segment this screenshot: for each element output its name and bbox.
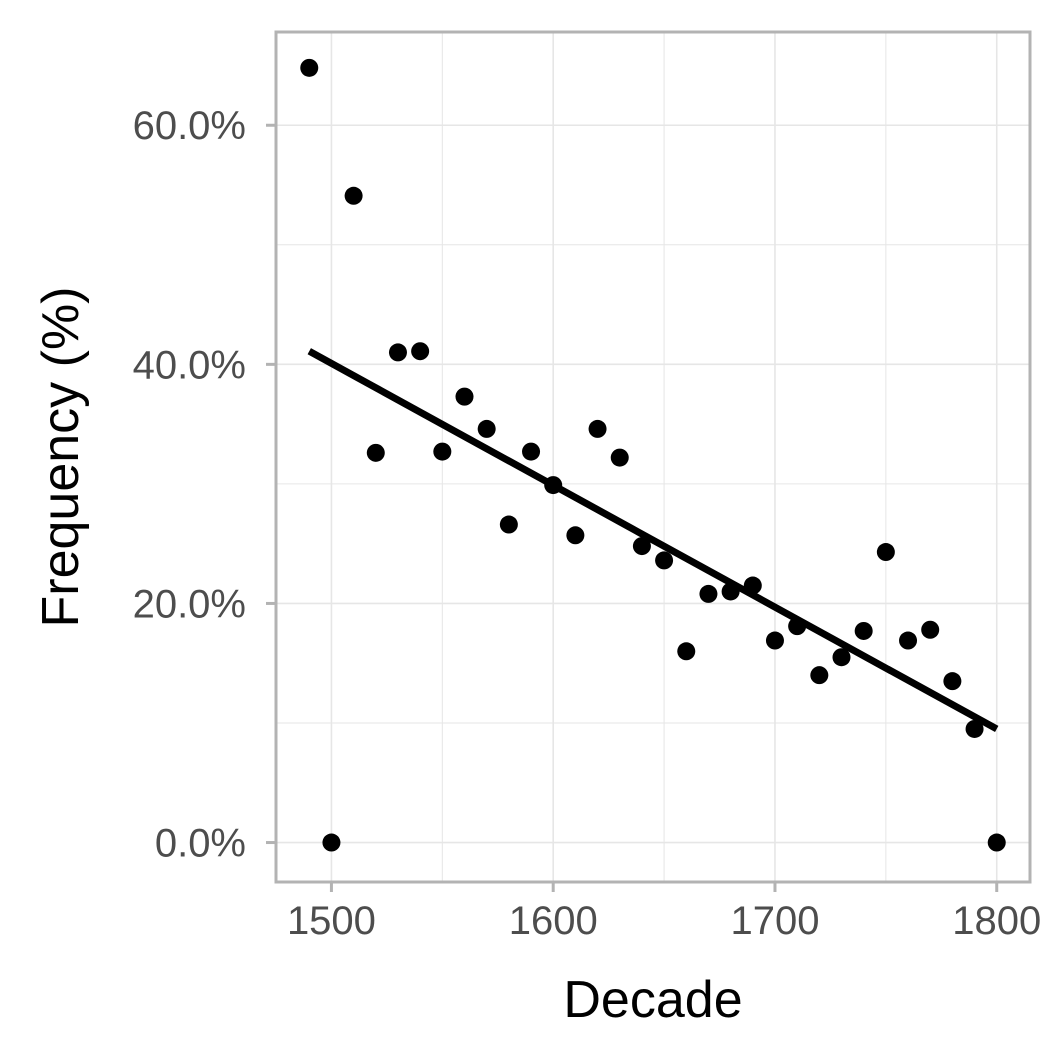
trend-line bbox=[307, 348, 999, 733]
data-point bbox=[433, 442, 452, 461]
data-point bbox=[455, 387, 474, 406]
data-point bbox=[854, 621, 873, 640]
y-tick-label: 60.0% bbox=[133, 104, 246, 148]
data-point bbox=[300, 58, 319, 77]
panel-border bbox=[274, 30, 1032, 884]
data-point bbox=[588, 419, 607, 438]
data-point bbox=[876, 543, 895, 562]
x-tick-label: 1700 bbox=[730, 899, 819, 943]
data-point bbox=[610, 448, 629, 467]
data-point bbox=[655, 551, 674, 570]
data-point bbox=[721, 582, 740, 601]
x-tick-label: 1500 bbox=[287, 899, 376, 943]
data-point bbox=[677, 642, 696, 661]
data-point bbox=[832, 648, 851, 667]
data-point bbox=[899, 631, 918, 650]
data-point bbox=[366, 443, 385, 462]
data-point bbox=[921, 620, 940, 639]
data-point bbox=[522, 442, 541, 461]
x-axis-title: Decade bbox=[563, 971, 742, 1029]
data-point bbox=[943, 672, 962, 691]
data-point bbox=[344, 186, 363, 205]
data-point bbox=[388, 343, 407, 362]
data-point bbox=[810, 666, 829, 685]
y-axis-title: Frequency (%) bbox=[32, 287, 90, 628]
data-point bbox=[632, 537, 651, 556]
data-point bbox=[743, 576, 762, 595]
data-points bbox=[300, 58, 1006, 852]
data-point bbox=[965, 719, 984, 738]
data-point bbox=[987, 833, 1006, 852]
x-tick-label: 1600 bbox=[509, 899, 598, 943]
grid-lines bbox=[276, 32, 1030, 882]
data-point bbox=[499, 515, 518, 534]
data-point bbox=[765, 631, 784, 650]
data-point bbox=[411, 342, 430, 361]
data-point bbox=[788, 617, 807, 636]
data-point bbox=[699, 584, 718, 603]
y-tick-label: 0.0% bbox=[155, 822, 246, 866]
x-tick-label: 1800 bbox=[952, 899, 1041, 943]
trend-line-group bbox=[307, 348, 999, 733]
data-point bbox=[544, 476, 563, 495]
data-point bbox=[566, 526, 585, 545]
axis-ticks: 1500 1600 1700 1800 0.0% 20.0% 40.0% 60.0% bbox=[133, 104, 1042, 943]
y-tick-label: 40.0% bbox=[133, 343, 246, 387]
data-point bbox=[322, 833, 341, 852]
data-point bbox=[477, 419, 496, 438]
y-tick-label: 20.0% bbox=[133, 582, 246, 626]
